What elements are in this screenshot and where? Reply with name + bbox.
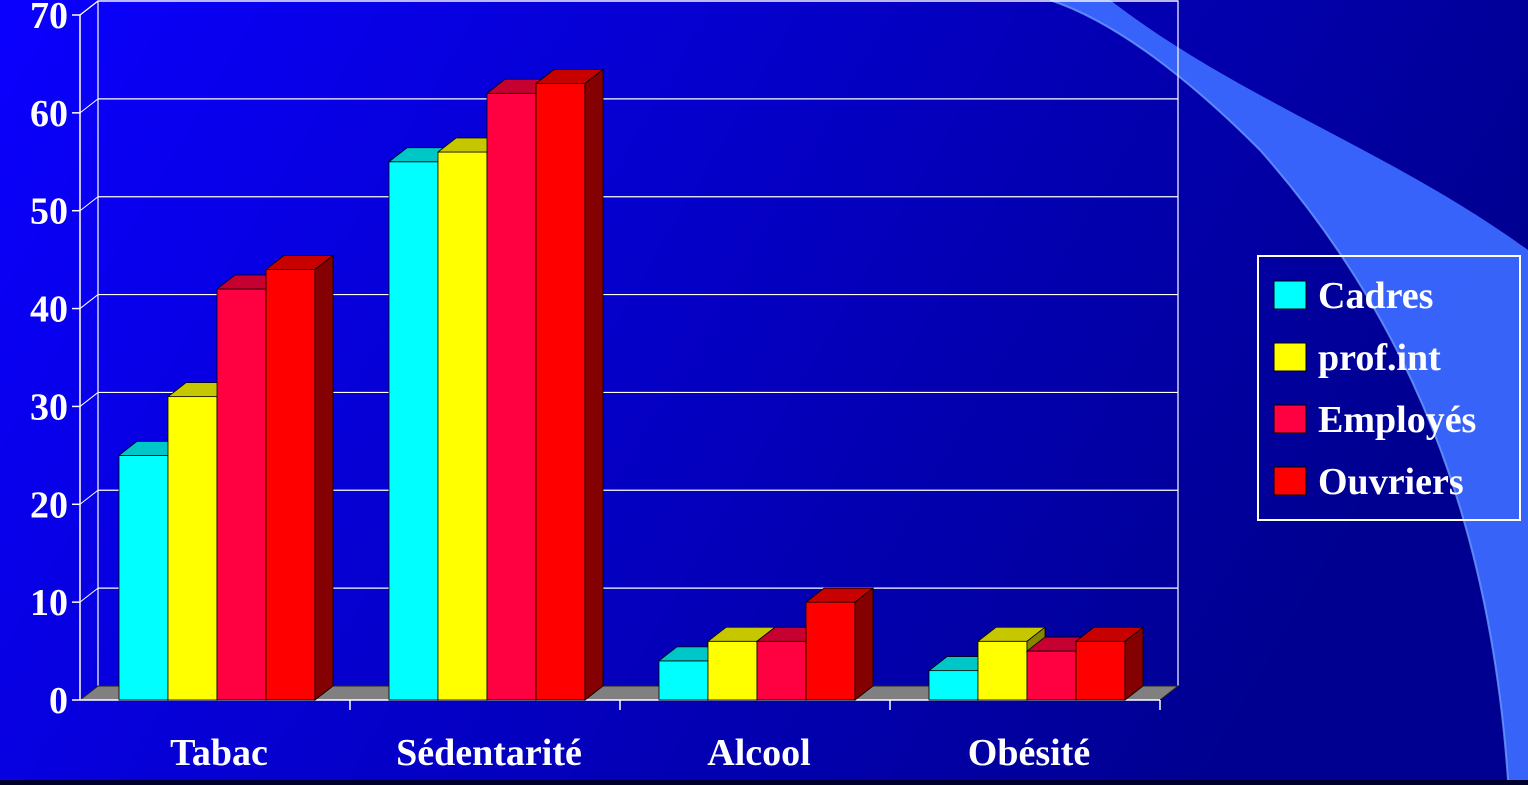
y-tick-label: 50 bbox=[30, 191, 68, 233]
bar-front bbox=[388, 161, 439, 701]
y-tick-label: 0 bbox=[49, 680, 68, 722]
gridline-side bbox=[79, 489, 99, 505]
bar-front bbox=[805, 601, 856, 701]
bar bbox=[264, 254, 335, 701]
bar-front bbox=[1026, 650, 1077, 701]
legend-label: Cadres bbox=[1318, 275, 1433, 317]
legend-swatch bbox=[1273, 404, 1307, 434]
y-tick-label: 70 bbox=[30, 0, 68, 37]
legend-label: Employés bbox=[1318, 399, 1476, 441]
bar-front bbox=[977, 640, 1028, 701]
gridline-side bbox=[79, 587, 99, 603]
bar-front bbox=[1075, 640, 1126, 701]
bar-side bbox=[1124, 626, 1144, 701]
bar-front bbox=[658, 660, 709, 701]
legend-box bbox=[1257, 255, 1521, 521]
y-tick-label: 10 bbox=[30, 582, 68, 624]
y-tick-label: 60 bbox=[30, 93, 68, 135]
gridline-side bbox=[79, 294, 99, 309]
decorative-swoosh bbox=[1050, 0, 1528, 780]
bar bbox=[1074, 626, 1145, 701]
bar-front bbox=[167, 396, 218, 701]
bar-front bbox=[437, 151, 488, 701]
gridline-side bbox=[79, 196, 99, 212]
gridline-side bbox=[79, 0, 99, 16]
bar-side bbox=[584, 68, 604, 701]
plot-area: 0 10 20 30 40 50 60 70 Tabac Sédentarité Alcool Obé… bbox=[30, 0, 1180, 774]
bar-front bbox=[486, 92, 537, 701]
bar-front bbox=[707, 640, 758, 701]
x-tick-label: Obésité bbox=[968, 732, 1090, 774]
bar-side bbox=[314, 254, 334, 701]
x-tick-label: Tabac bbox=[170, 732, 268, 774]
gridline-side bbox=[79, 98, 99, 114]
y-tick-label: 30 bbox=[30, 386, 68, 428]
y-tick-label: 20 bbox=[30, 484, 68, 526]
bar-front bbox=[535, 83, 586, 701]
bar-front bbox=[265, 269, 316, 701]
bar-front bbox=[118, 454, 169, 701]
y-tick-label: 40 bbox=[30, 289, 68, 331]
bar-side bbox=[854, 587, 874, 701]
bar bbox=[534, 68, 605, 701]
bar-front bbox=[216, 288, 267, 701]
x-tick-label: Alcool bbox=[707, 732, 810, 774]
decorative-swoosh-edge bbox=[1049, 0, 1509, 781]
gridline-side bbox=[79, 392, 99, 407]
legend-swatch bbox=[1273, 466, 1307, 496]
x-tick-label: Sédentarité bbox=[396, 732, 582, 774]
legend: Cadres prof.int Employés Ouvriers bbox=[1257, 255, 1521, 521]
bar bbox=[804, 587, 875, 701]
legend-swatch bbox=[1273, 280, 1307, 310]
legend-label: prof.int bbox=[1318, 337, 1441, 379]
legend-swatch bbox=[1273, 342, 1307, 372]
legend-label: Ouvriers bbox=[1318, 461, 1464, 503]
bar-front bbox=[756, 640, 807, 701]
bar-front bbox=[928, 670, 979, 701]
